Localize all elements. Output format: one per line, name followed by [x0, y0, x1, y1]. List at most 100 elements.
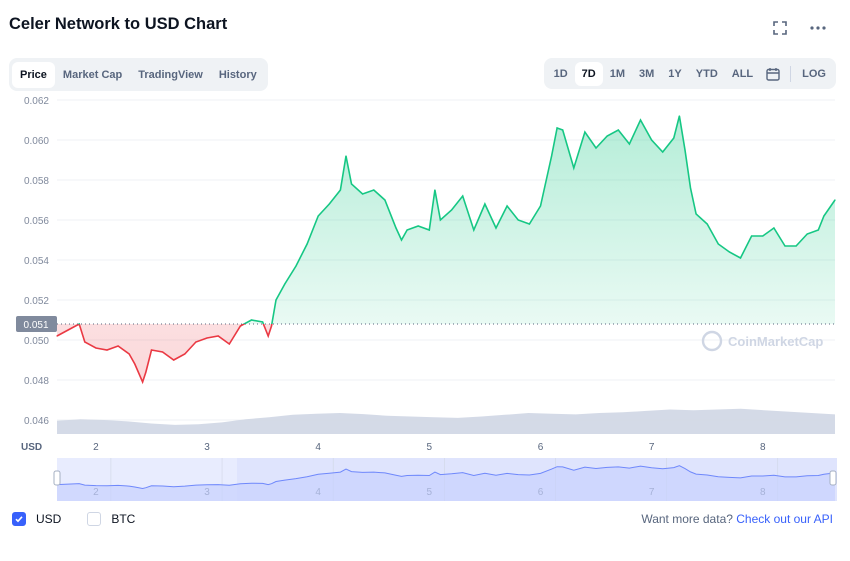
watermark-text: CoinMarketCap	[728, 334, 823, 349]
price-point	[728, 251, 731, 253]
price-point	[295, 265, 297, 267]
log-toggle[interactable]: LOG	[802, 67, 826, 80]
currency-btc-checkbox[interactable]: BTC	[87, 512, 135, 526]
price-point	[228, 343, 230, 345]
price-point	[150, 349, 153, 351]
price-point	[384, 199, 386, 201]
range-all[interactable]: ALL	[731, 67, 754, 80]
price-point	[773, 227, 775, 229]
checkbox-empty-icon	[87, 512, 102, 526]
page-title: Celer Network to USD Chart	[9, 15, 228, 33]
x-tick-label-5: 7	[649, 442, 655, 453]
api-link[interactable]: Check out our API	[736, 512, 833, 526]
y-tick-label-1: 0.048	[24, 376, 49, 387]
navigator-handle-left	[53, 470, 61, 486]
x-tick-label-0: 2	[93, 442, 99, 453]
price-point	[739, 257, 742, 259]
volume-area	[57, 408, 835, 434]
y-tick-label-5: 0.056	[24, 216, 49, 227]
price-point	[106, 349, 108, 351]
y-tick-label-3: 0.052	[24, 296, 49, 307]
tab-market-cap[interactable]: Market Cap	[62, 68, 123, 81]
price-point	[639, 119, 642, 121]
currency-usd-label: USD	[36, 512, 62, 526]
price-point	[306, 243, 308, 245]
price-point	[78, 323, 80, 325]
api-promo: Want more data? Check out our API	[641, 512, 833, 526]
x-tick-label-4: 6	[538, 442, 544, 453]
tab-history[interactable]: History	[218, 68, 257, 81]
check-icon	[12, 512, 26, 526]
y-tick-label-2: 0.050	[24, 336, 49, 347]
fullscreen-icon[interactable]	[770, 18, 790, 38]
range-1m[interactable]: 1M	[609, 67, 626, 80]
price-point	[562, 129, 564, 131]
price-point	[795, 245, 797, 247]
tab-tradingview[interactable]: TradingView	[138, 68, 203, 81]
price-point	[275, 299, 277, 301]
price-point	[262, 321, 264, 323]
time-range-selector: 1D 7D 1M 3M 1Y YTD ALL LOG	[543, 58, 836, 89]
price-point	[695, 213, 697, 215]
currency-btc-label: BTC	[111, 512, 136, 526]
price-point	[362, 193, 364, 195]
navigator-handle-right	[829, 470, 837, 486]
price-point	[267, 335, 269, 337]
price-point	[128, 353, 130, 355]
price-point	[284, 283, 286, 285]
price-point	[617, 129, 619, 131]
price-point	[834, 199, 836, 201]
y-tick-label-7: 0.060	[24, 136, 49, 147]
price-point	[428, 229, 430, 231]
price-point	[373, 189, 375, 191]
range-7d[interactable]: 7D	[574, 61, 603, 86]
price-point	[406, 229, 408, 231]
x-tick-label-3: 5	[427, 442, 433, 453]
price-point	[184, 353, 186, 355]
y-tick-label-6: 0.058	[24, 176, 49, 187]
price-line-down	[56, 324, 273, 385]
price-point	[117, 345, 119, 347]
price-point	[762, 235, 764, 237]
price-point	[56, 335, 58, 337]
reference-label: 0.051	[23, 320, 48, 331]
range-ytd[interactable]: YTD	[695, 67, 718, 80]
price-point	[784, 245, 786, 247]
calendar-icon[interactable]	[760, 62, 786, 86]
price-point	[95, 347, 97, 349]
price-point	[462, 195, 464, 197]
price-area-down	[57, 324, 835, 382]
y-tick-label-0: 0.046	[24, 416, 49, 427]
price-point	[651, 139, 653, 141]
price-point	[806, 233, 808, 235]
price-point	[439, 219, 441, 221]
price-chart[interactable]: 0.046 0.048 0.050 0.052 0.054 0.056 0.058 0.060…	[0, 96, 850, 506]
range-divider	[790, 65, 792, 82]
range-1y[interactable]: 1Y	[668, 67, 682, 80]
price-point	[84, 341, 86, 343]
price-point	[67, 329, 69, 331]
price-point	[678, 115, 681, 117]
price-point	[595, 147, 597, 149]
price-point	[451, 209, 453, 211]
price-point	[606, 135, 608, 137]
currency-usd-checkbox[interactable]: USD	[12, 512, 61, 526]
price-point	[270, 325, 273, 327]
price-point	[717, 243, 719, 245]
price-point	[350, 183, 353, 185]
price-point	[173, 359, 175, 361]
x-tick-label-2: 4	[315, 442, 321, 453]
x-tick-label-1: 3	[204, 442, 210, 453]
tab-price[interactable]: Price	[12, 61, 55, 88]
price-point	[400, 239, 403, 241]
price-point	[506, 205, 508, 207]
price-point	[345, 155, 347, 157]
price-point	[551, 155, 553, 157]
currency-toggles: USD BTC	[12, 512, 151, 526]
price-point	[817, 229, 819, 231]
more-icon[interactable]	[808, 18, 828, 38]
price-point	[239, 325, 241, 327]
price-point	[495, 227, 497, 229]
range-3m[interactable]: 3M	[639, 67, 655, 80]
range-1d[interactable]: 1D	[553, 67, 568, 80]
